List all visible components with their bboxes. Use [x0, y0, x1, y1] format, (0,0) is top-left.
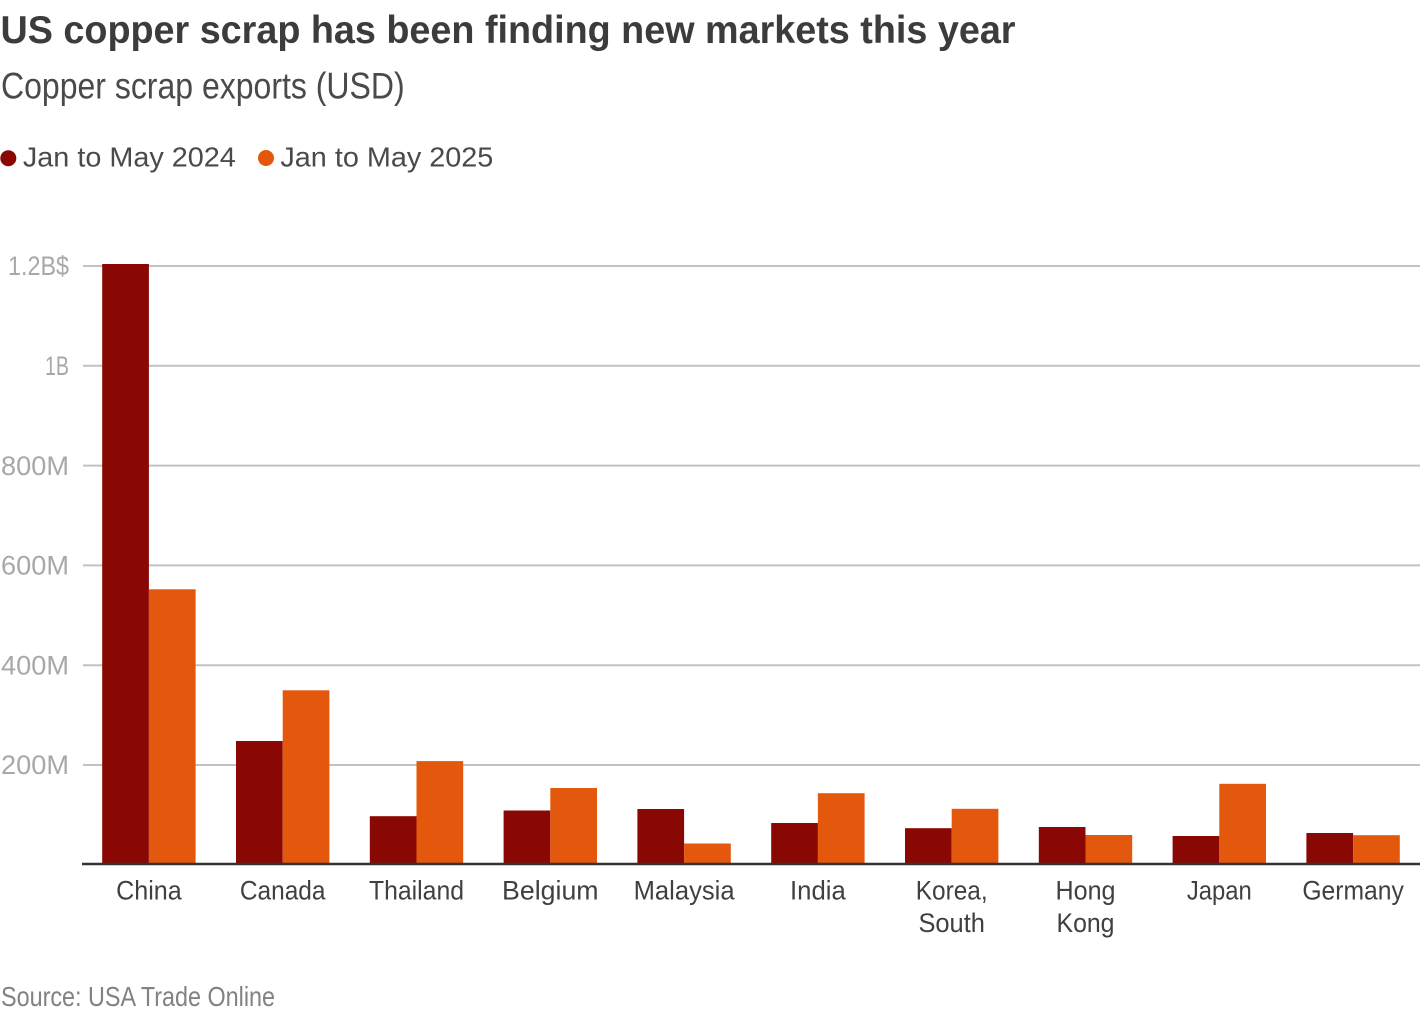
- svg-text:Source: USA Trade Online: Source: USA Trade Online: [1, 981, 275, 1012]
- svg-text:Jan to May 2024: Jan to May 2024: [23, 142, 236, 173]
- svg-text:Korea,: Korea,: [916, 876, 988, 906]
- svg-text:Thailand: Thailand: [369, 876, 464, 906]
- svg-text:Canada: Canada: [240, 876, 326, 906]
- svg-text:1.2B$: 1.2B$: [8, 251, 69, 281]
- svg-text:400M: 400M: [1, 650, 69, 680]
- svg-text:India: India: [790, 876, 847, 906]
- svg-text:Jan to May 2025: Jan to May 2025: [280, 142, 493, 173]
- svg-text:1B: 1B: [45, 351, 69, 381]
- svg-text:Malaysia: Malaysia: [634, 876, 736, 906]
- svg-text:200M: 200M: [1, 750, 69, 780]
- svg-text:600M: 600M: [1, 551, 69, 581]
- svg-text:Copper scrap exports (USD): Copper scrap exports (USD): [1, 65, 405, 106]
- svg-text:South: South: [918, 908, 985, 938]
- svg-text:Kong: Kong: [1057, 908, 1115, 938]
- svg-text:Belgium: Belgium: [502, 876, 599, 906]
- svg-text:800M: 800M: [1, 451, 69, 481]
- svg-text:Hong: Hong: [1056, 876, 1116, 906]
- svg-text:US copper scrap has been findi: US copper scrap has been finding new mar…: [1, 9, 1016, 52]
- svg-text:Japan: Japan: [1187, 876, 1252, 906]
- svg-text:Germany: Germany: [1302, 876, 1404, 906]
- svg-text:China: China: [116, 876, 183, 906]
